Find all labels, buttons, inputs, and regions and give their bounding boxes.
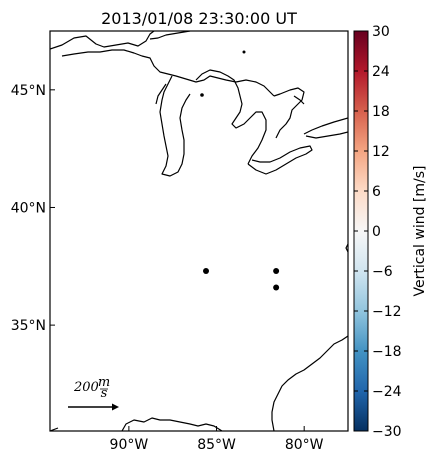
scale-arrow-legend: 200 m s: [68, 375, 119, 411]
upper-peninsula-coastline: [61, 49, 275, 97]
scale-arrow-head: [112, 403, 119, 411]
colorbar-tick-label: 6: [372, 184, 381, 200]
latitude-tick-label: 40°N: [11, 200, 46, 216]
colorbar: 30 24 18 12 6 0 −6 −12 −18 −24 −30 Vertical wind […: [353, 24, 428, 440]
colorbar-tick-label: 30: [372, 24, 390, 40]
station-markers: [203, 268, 280, 291]
map-title: 2013/01/08 23:30:00 UT: [101, 9, 297, 28]
colorbar-tick-label: 12: [372, 144, 390, 160]
island-marker: [200, 93, 204, 97]
longitude-tick-label: 85°W: [197, 437, 236, 453]
colorbar-tick-label: −6: [372, 264, 393, 280]
colorbar-tick-label: −30: [372, 424, 402, 440]
map-frame: [49, 30, 349, 432]
latitude-tick-labels: 45°N 40°N 35°N: [11, 83, 55, 334]
station-marker: [273, 284, 280, 291]
longitude-tick-labels: 90°W 85°W 80°W: [110, 426, 324, 453]
scale-arrow-unit-numerator: m: [98, 375, 110, 390]
door-peninsula-coastline: [155, 83, 167, 105]
latitude-tick-label: 45°N: [11, 83, 46, 99]
scale-arrow-value: 200: [73, 380, 99, 395]
lake-michigan-west-coastline: [159, 75, 191, 177]
chesapeake-coastline: [345, 243, 348, 253]
station-marker: [203, 268, 210, 274]
longitude-tick-label: 80°W: [285, 437, 324, 453]
colorbar-tick-label: −24: [372, 384, 402, 400]
colorbar-tick-label: 24: [372, 64, 390, 80]
lake-superior-coastline: [50, 31, 191, 50]
colorbar-tick-label: 18: [372, 104, 390, 120]
lake-huron-coastline: [273, 87, 305, 139]
atlantic-coastline: [271, 335, 348, 431]
island-marker: [242, 50, 246, 54]
colorbar-tick-label: −12: [372, 304, 402, 320]
map-area: 200 m s: [50, 31, 348, 431]
gulf-coastline: [121, 417, 223, 431]
colorbar-label: Vertical wind [m/s]: [412, 166, 428, 297]
latitude-tick-label: 35°N: [11, 318, 46, 334]
lower-michigan-coastline: [195, 69, 267, 165]
colorbar-tick-label: 0: [372, 224, 381, 240]
colorbar-tick-label: −18: [372, 344, 402, 360]
scale-arrow-unit-denominator: s: [101, 386, 108, 401]
lake-ontario-coastline: [303, 117, 348, 139]
colorbar-tick-labels: 30 24 18 12 6 0 −6 −12 −18 −24 −30: [354, 24, 402, 440]
lake-erie-coastline: [247, 145, 313, 175]
station-marker: [273, 268, 280, 274]
longitude-tick-label: 90°W: [110, 437, 149, 453]
